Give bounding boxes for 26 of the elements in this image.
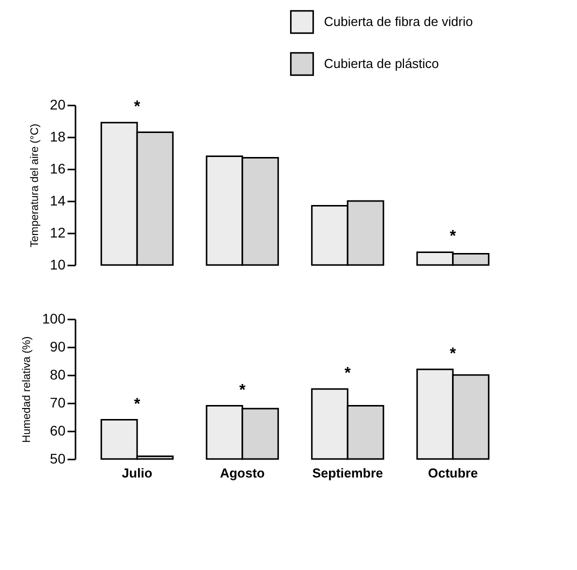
annotation: * bbox=[344, 365, 352, 382]
y-tick-label: 14 bbox=[50, 192, 66, 208]
x-tick-label: Octubre bbox=[428, 466, 478, 480]
y-tick-label: 18 bbox=[50, 128, 66, 144]
y-tick-label: 50 bbox=[50, 450, 66, 466]
y-tick-label: 12 bbox=[50, 224, 66, 240]
x-tick-label: Julio bbox=[122, 466, 152, 480]
y-tick-label: 90 bbox=[50, 338, 66, 354]
x-tick-label: Agosto bbox=[220, 466, 265, 480]
legend-label: Cubierta de fibra de vidrio bbox=[324, 14, 473, 29]
annotation: * bbox=[239, 382, 246, 399]
y-tick-label: 100 bbox=[42, 310, 66, 326]
y-tick-label: 70 bbox=[50, 394, 66, 410]
x-tick-label: Septiembre bbox=[312, 466, 384, 480]
y-tick-label: 80 bbox=[50, 366, 66, 382]
y-tick-label: 60 bbox=[50, 422, 66, 438]
y-axis-title: Humedad relativa (%) bbox=[21, 336, 34, 443]
annotation: * bbox=[450, 345, 457, 362]
y-tick-label: 20 bbox=[50, 96, 66, 112]
y-tick-label: 10 bbox=[50, 256, 66, 272]
y-axis-title: Temperatura del aire (°C) bbox=[28, 124, 41, 248]
annotation: * bbox=[134, 396, 141, 413]
annotation: * bbox=[134, 98, 141, 116]
legend-label: Cubierta de plástico bbox=[324, 56, 439, 71]
annotation: * bbox=[450, 228, 457, 246]
y-tick-label: 16 bbox=[50, 160, 66, 176]
